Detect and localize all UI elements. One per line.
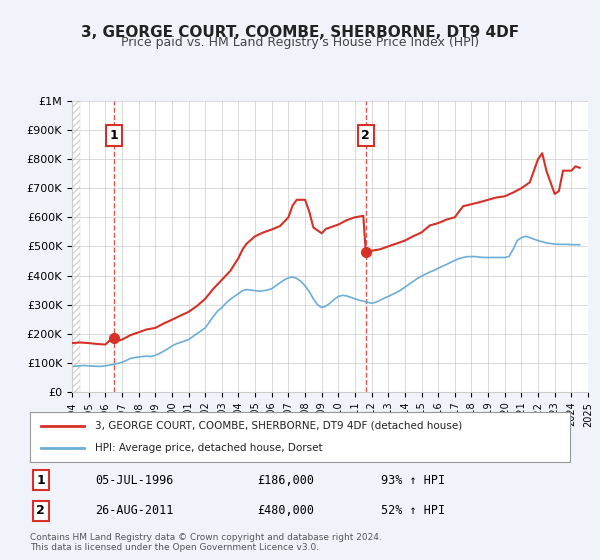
Text: This data is licensed under the Open Government Licence v3.0.: This data is licensed under the Open Gov…	[30, 543, 319, 552]
Text: 2: 2	[361, 129, 370, 142]
Text: 2: 2	[37, 505, 45, 517]
Text: HPI: Average price, detached house, Dorset: HPI: Average price, detached house, Dors…	[95, 443, 322, 453]
Text: £480,000: £480,000	[257, 505, 314, 517]
Text: 26-AUG-2011: 26-AUG-2011	[95, 505, 173, 517]
Text: 93% ↑ HPI: 93% ↑ HPI	[381, 474, 445, 487]
Text: 3, GEORGE COURT, COOMBE, SHERBORNE, DT9 4DF (detached house): 3, GEORGE COURT, COOMBE, SHERBORNE, DT9 …	[95, 421, 462, 431]
Text: Price paid vs. HM Land Registry's House Price Index (HPI): Price paid vs. HM Land Registry's House …	[121, 36, 479, 49]
Text: Contains HM Land Registry data © Crown copyright and database right 2024.: Contains HM Land Registry data © Crown c…	[30, 533, 382, 542]
Text: £186,000: £186,000	[257, 474, 314, 487]
Text: 05-JUL-1996: 05-JUL-1996	[95, 474, 173, 487]
Text: 52% ↑ HPI: 52% ↑ HPI	[381, 505, 445, 517]
Text: 3, GEORGE COURT, COOMBE, SHERBORNE, DT9 4DF: 3, GEORGE COURT, COOMBE, SHERBORNE, DT9 …	[81, 25, 519, 40]
Text: 1: 1	[37, 474, 45, 487]
Text: 1: 1	[109, 129, 118, 142]
